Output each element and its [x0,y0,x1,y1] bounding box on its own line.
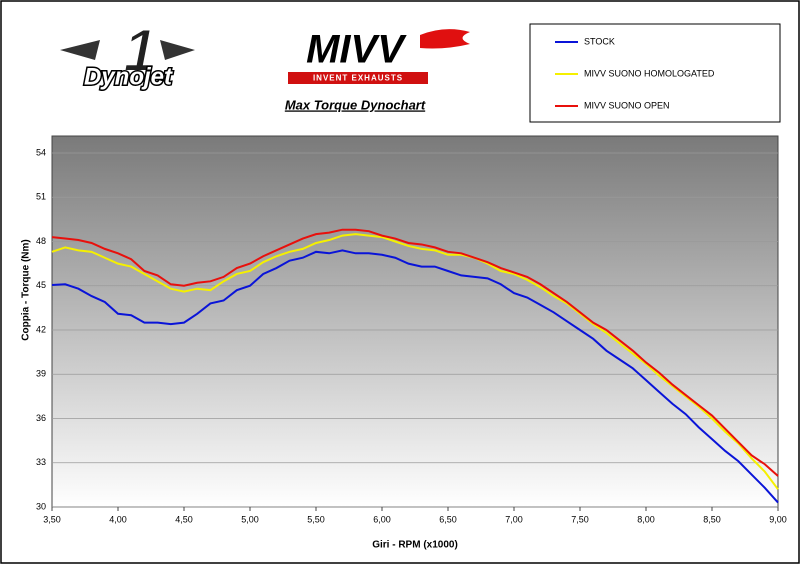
x-tick-label: 3,50 [43,514,61,524]
y-tick-label: 36 [36,413,46,423]
x-tick-label: 5,00 [241,514,259,524]
y-tick-label: 54 [36,147,46,157]
dynojet-text: Dynojet [84,63,173,90]
x-axis-label: Giri - RPM (x1000) [372,540,458,551]
mivv-text: MIVV [306,28,407,72]
x-tick-label: 4,50 [175,514,193,524]
y-tick-label: 33 [36,457,46,467]
x-tick-label: 8,50 [703,514,721,524]
plot-area [51,135,779,508]
x-tick-label: 7,00 [505,514,523,524]
mivv-logo: MIVV INVENT EXHAUSTS [288,28,470,84]
y-tick-label: 39 [36,369,46,379]
x-tick-label: 7,50 [571,514,589,524]
y-tick-label: 51 [36,192,46,202]
series-line [51,249,779,504]
legend-label: MIVV SUONO OPEN [584,100,670,110]
legend-label: STOCK [584,36,615,46]
dynojet-logo: 1 Dynojet [60,16,195,92]
x-tick-label: 4,00 [109,514,127,524]
chart-title: Max Torque Dynochart [285,97,426,112]
legend-label: MIVV SUONO HOMOLOGATED [584,68,715,78]
y-axis-label: Coppia - Torque (Nm) [21,239,32,340]
x-tick-label: 8,00 [637,514,655,524]
mivv-tagline: INVENT EXHAUSTS [313,74,403,83]
x-tick-label: 9,00 [769,514,787,524]
y-tick-label: 45 [36,280,46,290]
y-tick-label: 30 [36,501,46,511]
y-tick-label: 48 [36,236,46,246]
x-tick-label: 6,00 [373,514,391,524]
dynojet-number: 1 [123,17,156,84]
series-line [51,228,779,477]
x-tick-label: 5,50 [307,514,325,524]
y-tick-label: 42 [36,324,46,334]
series-line [51,233,779,490]
x-tick-label: 6,50 [439,514,457,524]
